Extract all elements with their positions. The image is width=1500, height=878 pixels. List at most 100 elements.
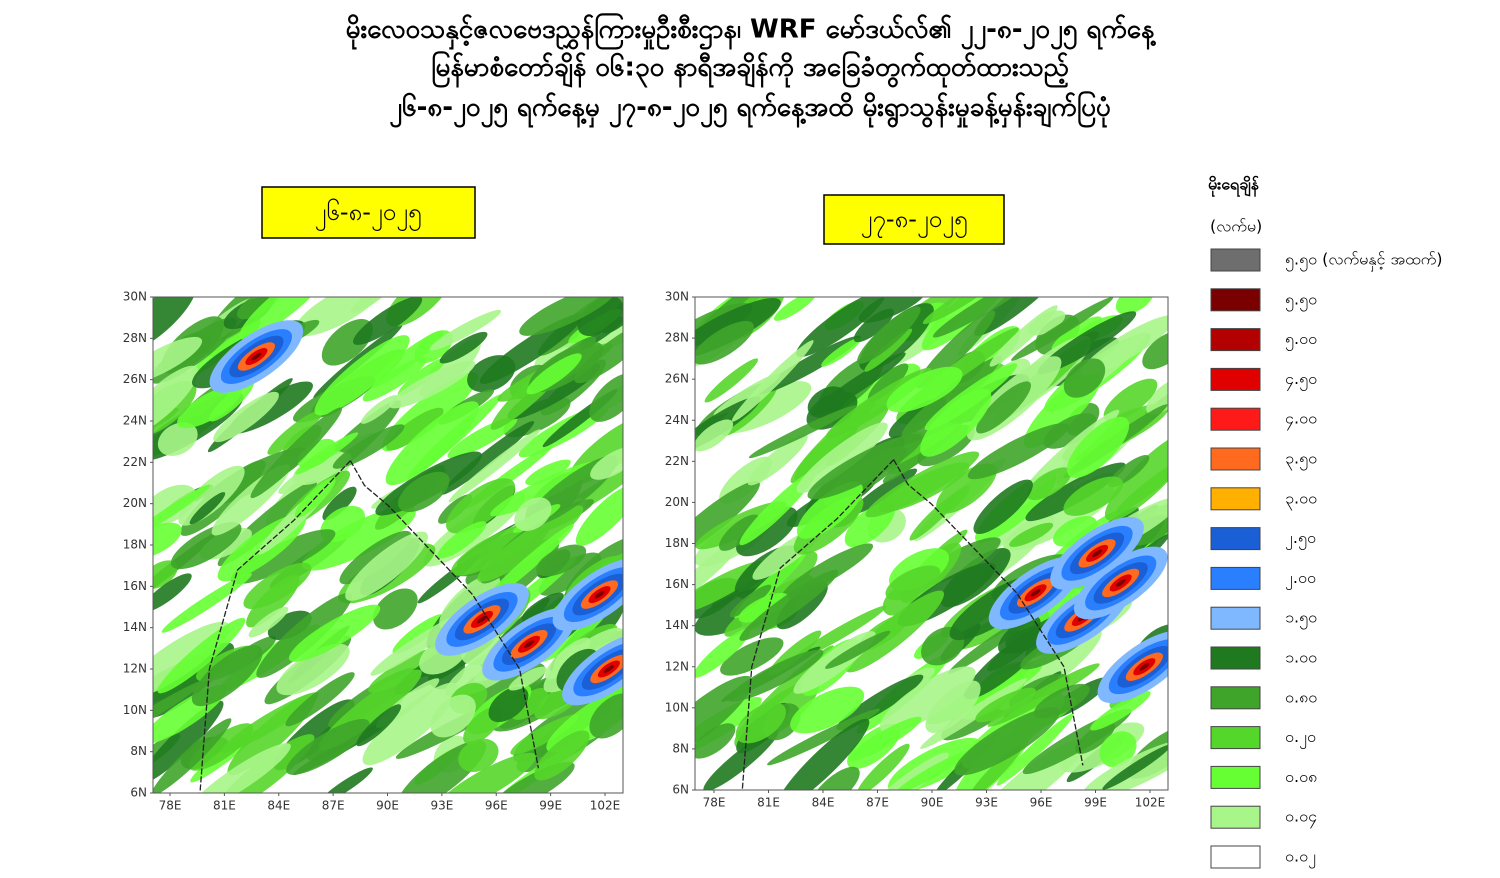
lat-label: 20N	[123, 496, 147, 510]
rain-area	[932, 297, 1043, 338]
rain-area	[1053, 515, 1097, 547]
rain-area	[292, 450, 347, 486]
rain-area	[796, 297, 886, 357]
rain-area	[153, 700, 224, 784]
legend-swatch	[1210, 686, 1261, 710]
rain-area	[510, 688, 549, 720]
rain-area	[477, 505, 584, 582]
rain-area	[1063, 358, 1106, 398]
lat-label: 12N	[123, 662, 147, 676]
lon-label: 93E	[430, 799, 453, 813]
lat-label: 24N	[123, 414, 147, 428]
rain-area	[1104, 431, 1168, 521]
rain-area	[177, 385, 242, 429]
rain-area	[989, 305, 1058, 367]
rain-area	[925, 680, 981, 734]
legend-title: မိုးရေချိန်	[1208, 175, 1260, 198]
rain-area	[1115, 297, 1155, 315]
rain-area	[153, 718, 232, 793]
heavy-rain-area	[1139, 662, 1150, 671]
rain-area	[237, 297, 278, 320]
rain-area	[332, 424, 405, 469]
rain-area	[853, 308, 895, 343]
title-line: ၂၆-၈-၂၀၂၅ ရက်နေ့မှ ၂၇-၈-၂၀၂၅ ရက်နေ့အထိ မ…	[389, 90, 1111, 129]
lat-label: 12N	[665, 659, 689, 673]
rain-area	[695, 320, 754, 365]
rain-area	[728, 649, 824, 702]
rain-area	[458, 738, 499, 772]
rain-area	[256, 592, 352, 678]
rain-area	[807, 434, 923, 500]
rain-area	[974, 297, 1066, 336]
rain-area	[153, 621, 231, 700]
rain-area	[747, 434, 808, 486]
rain-area	[534, 730, 590, 781]
rain-area	[267, 410, 323, 455]
rain-area	[767, 708, 880, 766]
rain-area	[1066, 416, 1130, 478]
legend-label: ၂.၅၀	[1285, 528, 1316, 550]
lon-label: 99E	[1084, 796, 1107, 810]
rain-area	[704, 358, 759, 403]
rain-area	[389, 360, 476, 409]
rain-area	[796, 481, 863, 539]
rain-area	[153, 573, 192, 613]
rain-area	[729, 584, 772, 618]
rain-area	[467, 355, 516, 393]
rain-area	[848, 716, 922, 761]
lat-label: 22N	[123, 455, 147, 469]
lat-label: 6N	[130, 786, 147, 800]
rain-area	[748, 405, 857, 459]
lat-label: 26N	[123, 372, 147, 386]
lon-label: 81E	[213, 799, 236, 813]
lon-label: 81E	[757, 796, 780, 810]
lat-label: 18N	[665, 536, 689, 550]
legend-label: ၅.၅၀ (လက်မနှင့် အထက်)	[1285, 250, 1443, 272]
rain-area	[901, 356, 1002, 437]
lat-label: 22N	[665, 454, 689, 468]
rain-area	[738, 592, 789, 623]
rain-area	[430, 694, 476, 738]
rain-area	[385, 401, 479, 486]
title-line: မြန်မာစံတော်ချိန် ၀၆:၃၀ နာရီအချိန်ကို အခ…	[431, 50, 1069, 89]
rain-area	[996, 713, 1074, 786]
rain-area	[362, 356, 428, 402]
rain-area	[885, 565, 941, 601]
rain-area	[153, 484, 211, 537]
legend-label: ၅.၅၀	[1285, 289, 1317, 311]
panel-label-box	[261, 186, 476, 239]
rain-area	[362, 682, 459, 766]
rain-area	[276, 643, 350, 696]
legend-label: ၄.၀၀	[1285, 409, 1317, 431]
legend-label: ၀.၂၀	[1285, 727, 1316, 749]
rain-area	[267, 610, 312, 640]
rain-area	[373, 588, 418, 630]
rain-area	[879, 666, 976, 733]
rain-area	[695, 480, 760, 560]
rain-area	[790, 686, 865, 734]
lat-label: 26N	[665, 372, 689, 386]
rain-area	[521, 592, 564, 622]
rain-area	[525, 459, 571, 485]
lat-label: 30N	[665, 290, 689, 304]
rain-area	[703, 729, 779, 790]
rain-area	[153, 680, 205, 743]
lat-label: 20N	[665, 495, 689, 509]
rain-area	[886, 366, 963, 413]
legend-swatch	[1210, 726, 1261, 750]
rain-area	[322, 486, 357, 521]
lon-label: 102E	[590, 799, 621, 813]
lon-label: 84E	[812, 796, 835, 810]
rain-area	[719, 514, 760, 551]
rain-area	[514, 497, 552, 532]
rain-area	[153, 365, 199, 436]
rain-area	[1099, 731, 1137, 768]
lat-label: 28N	[123, 331, 147, 345]
lon-label: 87E	[322, 799, 345, 813]
legend-swatch	[1210, 407, 1261, 431]
title-line: မိုးလေဝသနှင့်ဇလဗေဒညွှန်ကြားမှုဦးစီးဌာန၊ …	[346, 12, 1156, 51]
rain-area	[288, 604, 381, 662]
legend-swatch	[1210, 248, 1261, 272]
lon-label: 99E	[539, 799, 562, 813]
lat-label: 30N	[123, 290, 147, 304]
